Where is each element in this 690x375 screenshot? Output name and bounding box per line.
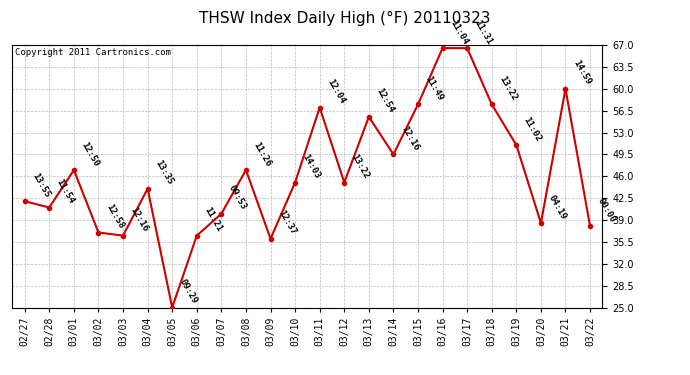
Text: 11:02: 11:02 — [522, 115, 543, 143]
Text: 11:26: 11:26 — [251, 140, 273, 168]
Text: 13:55: 13:55 — [30, 171, 52, 199]
Text: 13:35: 13:35 — [153, 159, 175, 187]
Text: 12:37: 12:37 — [276, 209, 297, 237]
Text: 12:50: 12:50 — [79, 140, 101, 168]
Text: 12:16: 12:16 — [399, 124, 420, 152]
Text: 09:53: 09:53 — [227, 184, 248, 211]
Text: 11:54: 11:54 — [55, 177, 76, 206]
Text: 11:49: 11:49 — [424, 74, 445, 102]
Text: 11:21: 11:21 — [202, 206, 224, 234]
Text: 12:04: 12:04 — [325, 78, 346, 105]
Text: THSW Index Daily High (°F) 20110323: THSW Index Daily High (°F) 20110323 — [199, 11, 491, 26]
Text: Copyright 2011 Cartronics.com: Copyright 2011 Cartronics.com — [15, 48, 171, 57]
Text: 14:59: 14:59 — [571, 59, 592, 87]
Text: 12:16: 12:16 — [128, 206, 150, 234]
Text: 12:58: 12:58 — [104, 202, 126, 230]
Text: 04:19: 04:19 — [546, 193, 568, 221]
Text: 13:22: 13:22 — [497, 74, 519, 102]
Text: 11:04: 11:04 — [448, 18, 469, 46]
Text: 13:22: 13:22 — [350, 153, 371, 180]
Text: 12:54: 12:54 — [375, 87, 395, 115]
Text: 11:31: 11:31 — [473, 18, 494, 46]
Text: 00:00: 00:00 — [595, 196, 617, 224]
Text: 09:29: 09:29 — [178, 278, 199, 305]
Text: 14:03: 14:03 — [301, 153, 322, 180]
